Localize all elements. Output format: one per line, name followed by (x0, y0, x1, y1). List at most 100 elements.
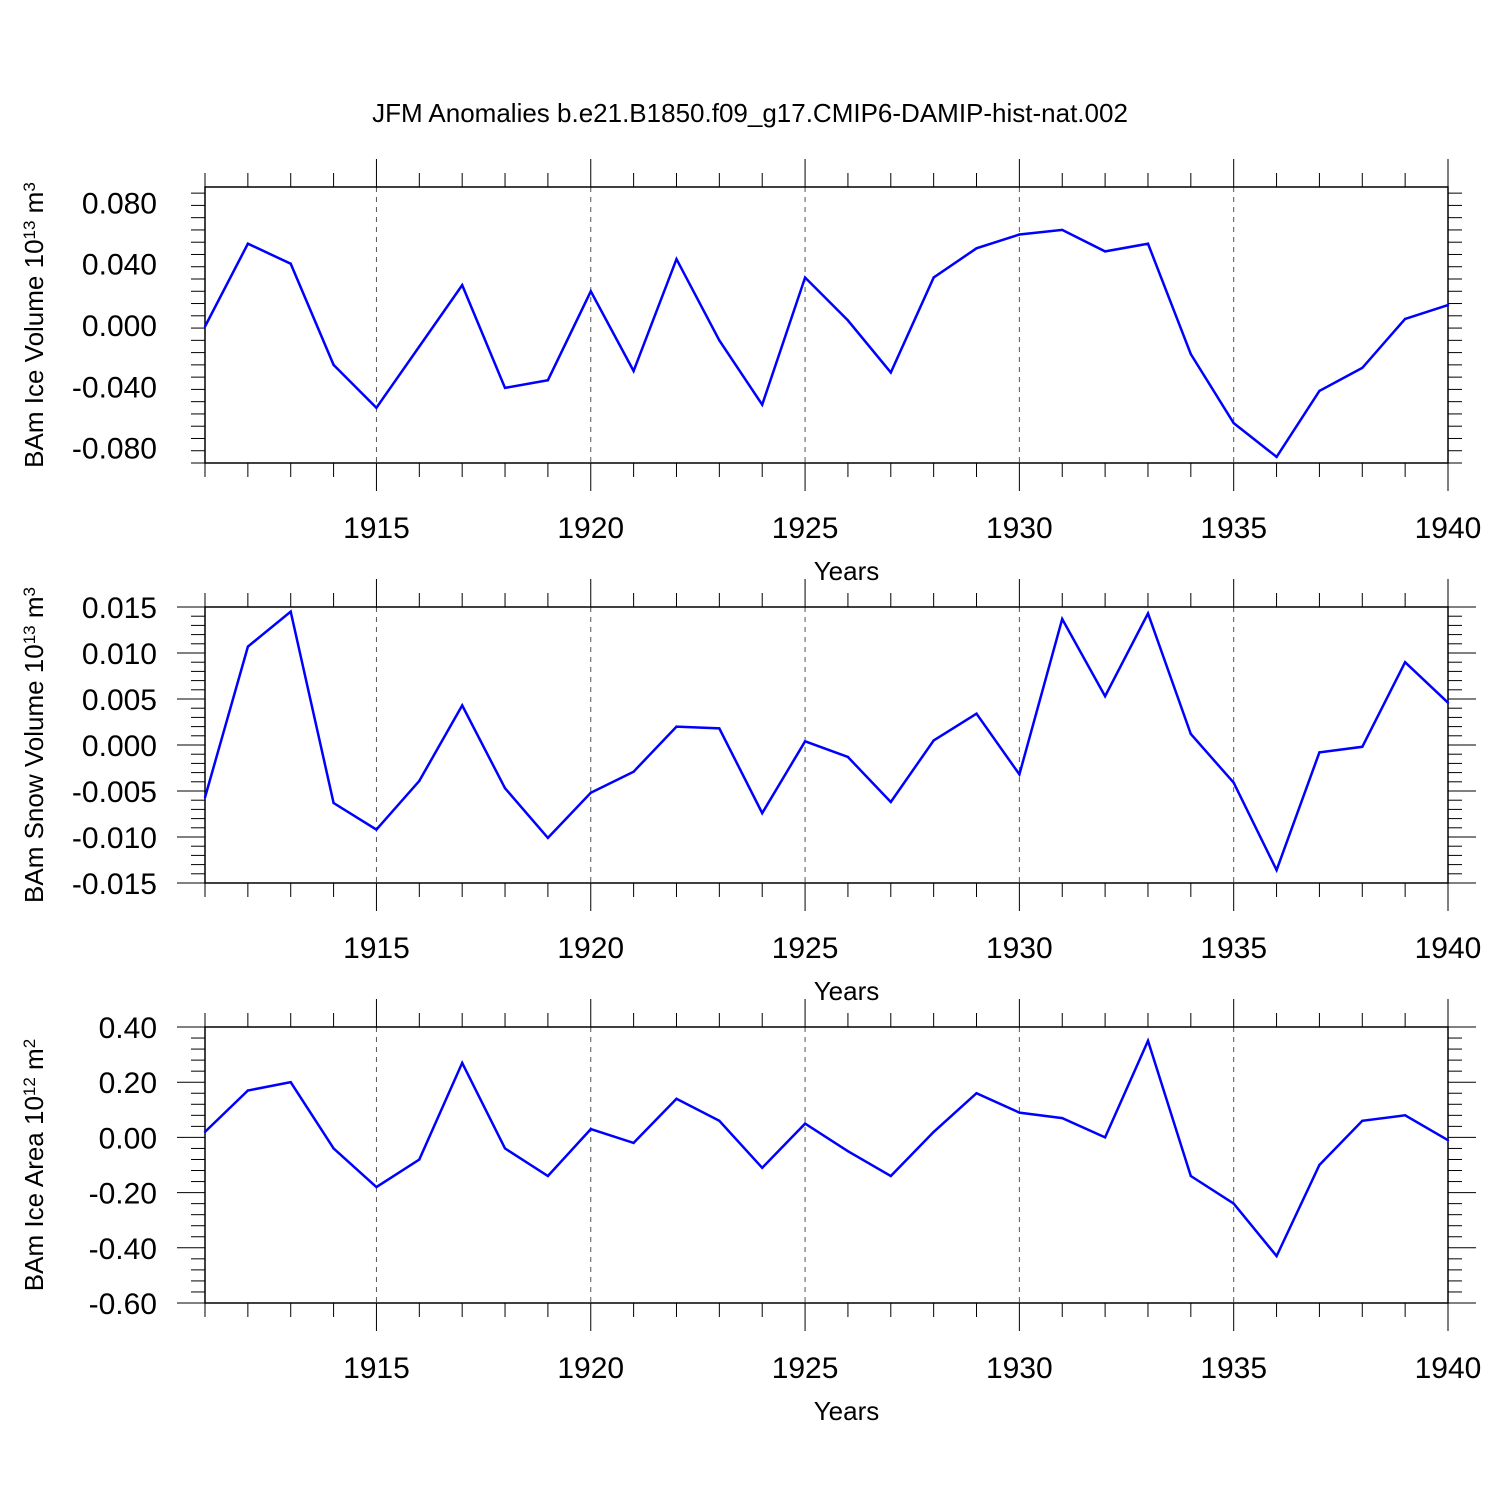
y-tick-label: 0.000 (82, 310, 157, 343)
x-tick-label: 1925 (772, 1352, 839, 1385)
data-point (632, 369, 635, 373)
y-tick-label: -0.005 (72, 776, 157, 809)
data-point (418, 345, 421, 348)
data-point (503, 787, 507, 790)
y-tick-label: -0.60 (89, 1288, 157, 1321)
data-point (246, 242, 250, 245)
data-point (889, 1174, 892, 1178)
data-point (1361, 366, 1364, 370)
data-point (1146, 242, 1150, 245)
data-point (546, 379, 550, 382)
data-point (846, 319, 850, 322)
data-point (1061, 1116, 1064, 1120)
data-point (1318, 1163, 1321, 1167)
data-point (761, 403, 764, 406)
data-point (246, 645, 250, 648)
data-point (1189, 352, 1193, 356)
data-point (1446, 1138, 1450, 1142)
data-point (932, 276, 935, 279)
data-point (1403, 661, 1407, 664)
y-tick-label: -0.040 (72, 371, 157, 404)
x-tick-label: 1940 (1415, 512, 1482, 545)
data-point (889, 800, 892, 804)
data-point (289, 1081, 292, 1084)
data-point (1232, 421, 1235, 425)
data-point (503, 386, 507, 390)
data-point (1146, 1039, 1150, 1043)
data-point (375, 406, 378, 409)
data-point (589, 1127, 592, 1131)
data-point (460, 283, 464, 287)
x-tick-label: 1915 (343, 932, 410, 965)
plot-frame (204, 1026, 1449, 1304)
data-point (761, 811, 764, 815)
y-tick-label: -0.40 (89, 1233, 157, 1266)
data-point (1018, 1111, 1021, 1114)
data-point (1018, 233, 1021, 236)
data-point (589, 290, 592, 293)
x-tick-label: 1940 (1415, 1352, 1482, 1385)
y-tick-label: 0.40 (99, 1012, 157, 1045)
data-point (1146, 612, 1150, 615)
chart-panel-2: 0.015 0.010 0.005 0.000 -0.005 -0.010 -0.015 19… (19, 579, 1481, 1006)
data-point (1361, 745, 1364, 749)
data-point (718, 339, 721, 342)
data-point (203, 1130, 207, 1134)
data-point (675, 257, 678, 261)
y-axis-title-part: BAm Ice Volume 10 (19, 239, 49, 467)
data-point (846, 755, 850, 759)
y-tick-label: -0.010 (72, 822, 157, 855)
data-point (803, 276, 807, 279)
figure-title: JFM Anomalies b.e21.B1850.f09_g17.CMIP6-… (372, 98, 1128, 128)
data-point (1189, 732, 1193, 736)
data-point (803, 1122, 807, 1125)
chart-panel-1: 0.080 0.040 0.000 -0.040 -0.080 1915 1920 1925 1… (19, 159, 1481, 586)
data-point (418, 779, 421, 783)
x-tick-label: 1920 (557, 1352, 624, 1385)
x-tick-label: 1930 (986, 932, 1053, 965)
data-point (203, 325, 207, 328)
data-point (289, 262, 292, 265)
x-tick-label: 1935 (1200, 512, 1267, 545)
y-axis-title-superscript: 3 (20, 182, 39, 191)
x-tick-label: 1940 (1415, 932, 1482, 965)
plot-frame (204, 186, 1449, 464)
data-point (932, 739, 935, 742)
x-tick-label: 1935 (1200, 932, 1267, 965)
data-point (332, 363, 335, 367)
data-point (1189, 1174, 1193, 1178)
data-point (246, 1089, 250, 1092)
data-point (1318, 751, 1321, 754)
data-point (1232, 1202, 1235, 1205)
data-point (418, 1158, 421, 1161)
data-point (332, 801, 335, 805)
data-point (1403, 1114, 1407, 1117)
data-point (1103, 250, 1107, 253)
x-axis-title: Years (814, 1396, 880, 1426)
y-axis-title-superscript: 3 (20, 587, 39, 596)
y-axis-title-superscript: 2 (20, 1039, 39, 1048)
y-tick-label: 0.010 (82, 638, 157, 671)
y-tick-label: 0.005 (82, 684, 157, 717)
y-axis-title-superscript: 12 (20, 1077, 39, 1096)
x-tick-label: 1930 (986, 512, 1053, 545)
data-point (460, 704, 464, 707)
data-point (803, 740, 807, 743)
series-line (203, 609, 1449, 874)
data-point (889, 371, 892, 374)
data-point (1361, 1119, 1364, 1123)
x-tick-label: 1915 (343, 512, 410, 545)
data-point (1232, 781, 1235, 784)
data-point (1018, 773, 1021, 776)
x-tick-label: 1920 (557, 512, 624, 545)
data-point (1275, 868, 1278, 872)
chart-panel-3: 0.40 0.20 0.00 -0.20 -0.40 -0.60 1915 1920 1925 1… (19, 999, 1481, 1426)
y-tick-label: -0.20 (89, 1178, 157, 1211)
data-point (1275, 455, 1278, 459)
data-point (718, 1119, 721, 1123)
y-tick-label: -0.015 (72, 868, 157, 901)
y-axis-title-superscript: 13 (20, 221, 39, 240)
y-axis-title-part: BAm Ice Area 10 (19, 1096, 49, 1291)
data-point (589, 791, 592, 795)
